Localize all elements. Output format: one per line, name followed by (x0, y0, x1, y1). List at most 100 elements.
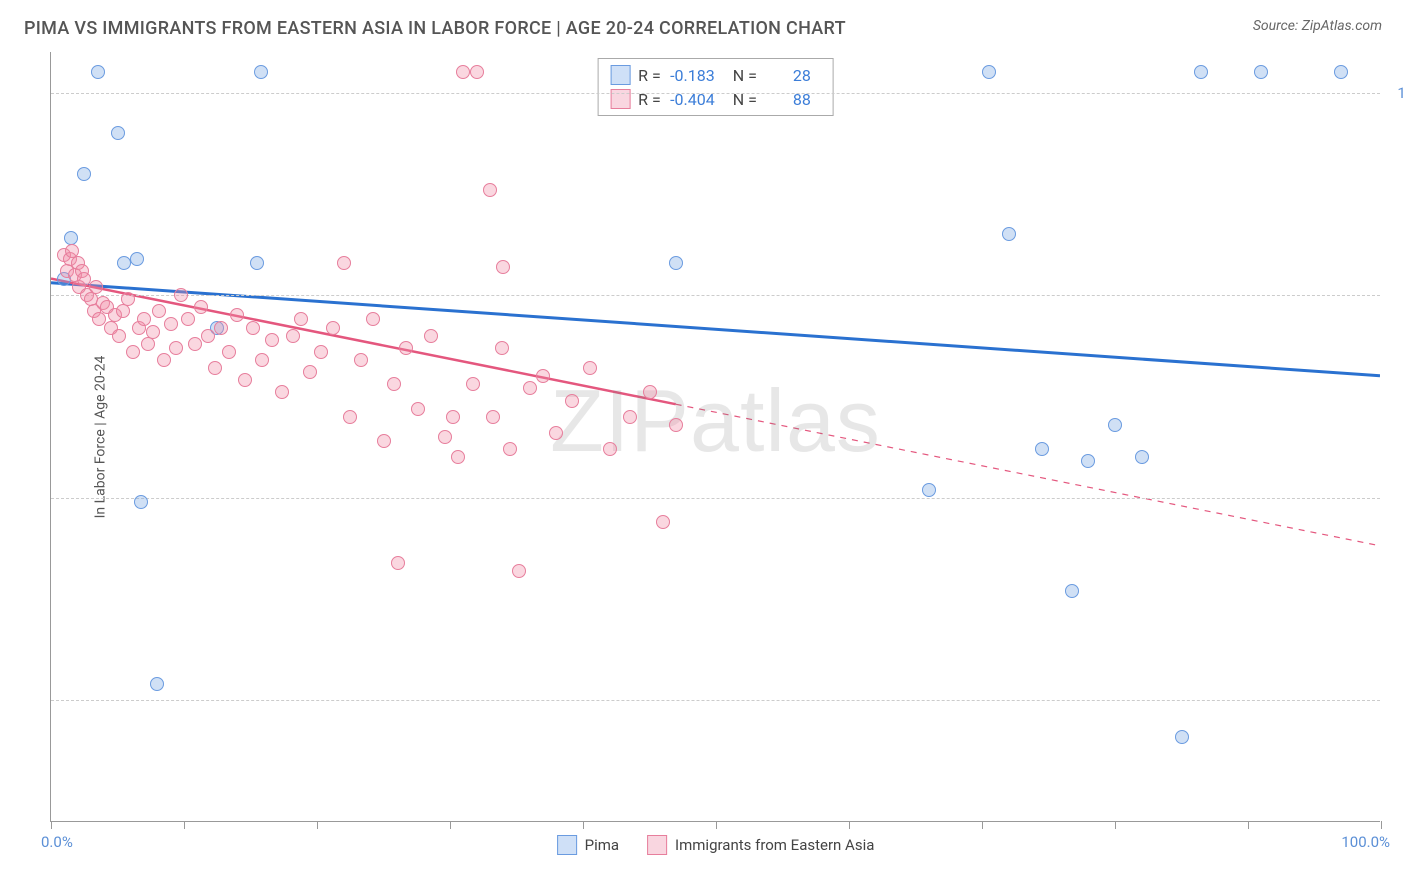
data-point (91, 65, 105, 79)
data-point (603, 442, 617, 456)
data-point (387, 377, 401, 391)
data-point (483, 183, 497, 197)
n-value: 28 (765, 66, 821, 85)
data-point (255, 353, 269, 367)
data-point (137, 312, 151, 326)
data-point (265, 333, 279, 347)
data-point (141, 337, 155, 351)
data-point (366, 312, 380, 326)
data-point (399, 341, 413, 355)
x-axis-min-label: 0.0% (41, 833, 73, 851)
data-point (495, 341, 509, 355)
data-point (1334, 65, 1348, 79)
data-point (117, 256, 131, 270)
data-point (150, 677, 164, 691)
legend-swatch (557, 835, 577, 855)
data-point (512, 564, 526, 578)
data-point (536, 369, 550, 383)
x-tick (849, 821, 850, 829)
gridline (51, 700, 1380, 701)
x-tick (184, 821, 185, 829)
data-point (146, 325, 160, 339)
data-point (503, 442, 517, 456)
data-point (181, 312, 195, 326)
data-point (188, 337, 202, 351)
data-point (130, 252, 144, 266)
data-point (314, 345, 328, 359)
x-tick (51, 821, 52, 829)
data-point (470, 65, 484, 79)
legend-item: Immigrants from Eastern Asia (647, 835, 874, 855)
gridline (51, 93, 1380, 94)
data-point (391, 556, 405, 570)
data-point (1135, 450, 1149, 464)
legend-label: Immigrants from Eastern Asia (675, 836, 874, 854)
gridline (51, 295, 1380, 296)
x-tick (982, 821, 983, 829)
data-point (377, 434, 391, 448)
data-point (411, 402, 425, 416)
data-point (77, 167, 91, 181)
chart-legend: Pima Immigrants from Eastern Asia (557, 835, 875, 855)
data-point (111, 126, 125, 140)
data-point (1194, 65, 1208, 79)
data-point (451, 450, 465, 464)
data-point (275, 385, 289, 399)
data-point (922, 483, 936, 497)
data-point (456, 65, 470, 79)
data-point (982, 65, 996, 79)
data-point (250, 256, 264, 270)
series-swatch (610, 65, 630, 85)
data-point (643, 385, 657, 399)
data-point (303, 365, 317, 379)
correlation-stats-box: R =-0.183N =28R =-0.404N =88 (597, 58, 834, 116)
x-tick (450, 821, 451, 829)
data-point (1081, 454, 1095, 468)
data-point (126, 345, 140, 359)
data-point (337, 256, 351, 270)
data-point (424, 329, 438, 343)
data-point (343, 410, 357, 424)
data-point (254, 65, 268, 79)
data-point (134, 495, 148, 509)
data-point (89, 280, 103, 294)
data-point (174, 288, 188, 302)
x-tick (1248, 821, 1249, 829)
data-point (565, 394, 579, 408)
chart-plot-area: In Labor Force | Age 20-24 ZIPatlas R =-… (50, 52, 1380, 822)
data-point (523, 381, 537, 395)
data-point (486, 410, 500, 424)
data-point (112, 329, 126, 343)
legend-item: Pima (557, 835, 619, 855)
data-point (222, 345, 236, 359)
legend-swatch (647, 835, 667, 855)
data-point (354, 353, 368, 367)
data-point (157, 353, 171, 367)
data-point (549, 426, 563, 440)
x-tick (1381, 821, 1382, 829)
data-point (294, 312, 308, 326)
data-point (623, 410, 637, 424)
data-point (496, 260, 510, 274)
data-point (1065, 584, 1079, 598)
data-point (208, 361, 222, 375)
x-tick (1115, 821, 1116, 829)
data-point (656, 515, 670, 529)
data-point (116, 304, 130, 318)
x-axis-max-label: 100.0% (1341, 833, 1390, 851)
data-point (214, 321, 228, 335)
data-point (1175, 730, 1189, 744)
data-point (1035, 442, 1049, 456)
data-point (238, 373, 252, 387)
x-tick (583, 821, 584, 829)
data-point (1002, 227, 1016, 241)
data-point (230, 308, 244, 322)
x-tick (317, 821, 318, 829)
data-point (1254, 65, 1268, 79)
data-point (326, 321, 340, 335)
data-point (201, 329, 215, 343)
n-label: N = (733, 66, 757, 85)
data-point (164, 317, 178, 331)
r-label: R = (638, 66, 661, 85)
data-point (286, 329, 300, 343)
